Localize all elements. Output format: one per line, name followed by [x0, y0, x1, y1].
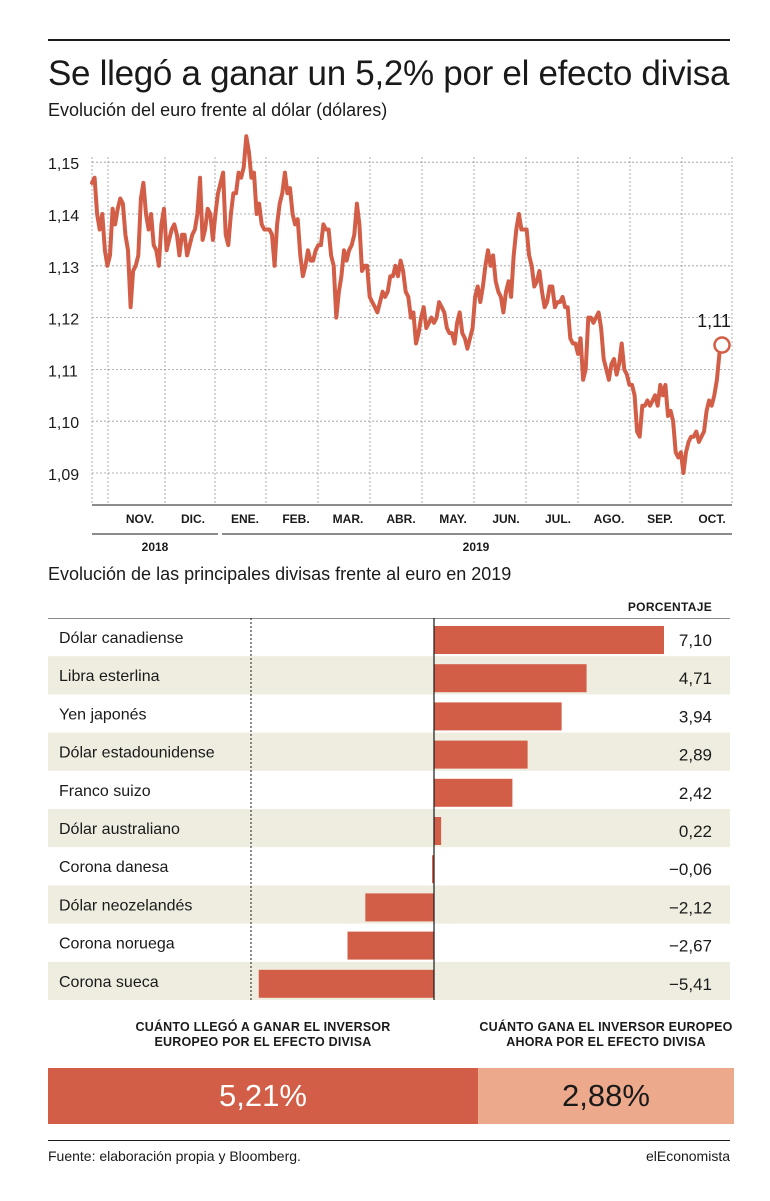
max-gain-label-line1: CUÁNTO LLEGÓ A GANAR EL INVERSOR	[135, 1020, 391, 1034]
currency-value-label: −0,06	[669, 860, 712, 879]
euro-dollar-line-chart: 1,09 1,10 1,11 1,12 1,13 1,14 1,15 NOV. DIC. ENE.…	[48, 134, 733, 554]
year-label-2018: 2018	[142, 540, 169, 554]
y-tick-label: 1,11	[48, 363, 78, 380]
currency-name: Corona danesa	[59, 859, 169, 876]
currency-value-label: 4,71	[679, 669, 712, 688]
end-value-marker	[713, 336, 731, 354]
month-label: ABR.	[386, 512, 415, 526]
currency-name: Dólar neozelandés	[59, 897, 192, 914]
month-label: JUN.	[492, 512, 519, 526]
currency-value-label: 7,10	[679, 631, 712, 650]
max-gain-value: 5,21%	[48, 1068, 478, 1124]
current-gain-label-line1: CUÁNTO GANA EL INVERSOR EUROPEO	[479, 1020, 733, 1034]
currency-value-label: 0,22	[679, 822, 712, 841]
row-band	[48, 732, 730, 771]
month-label: DIC.	[181, 512, 205, 526]
currency-name: Dólar australiano	[59, 821, 180, 838]
currency-name: Yen japonés	[59, 706, 147, 723]
currency-value-label: −2,12	[669, 898, 712, 917]
month-label: SEP.	[647, 512, 673, 526]
month-label: AGO.	[594, 512, 625, 526]
currency-bar	[434, 702, 562, 731]
page-title: Se llegó a ganar un 5,2% por el efecto d…	[48, 54, 730, 93]
month-label: MAY.	[439, 512, 467, 526]
currency-name: Dólar estadounidense	[59, 745, 215, 762]
bar-chart-title: Evolución de las principales divisas fre…	[48, 564, 512, 584]
end-value-label: 1,11	[697, 311, 731, 331]
currency-name: Franco suizo	[59, 783, 151, 800]
currency-value-label: −2,67	[669, 937, 712, 956]
euro-dollar-series-line	[90, 134, 724, 475]
y-tick-label: 1,09	[48, 467, 79, 484]
currency-bar	[365, 893, 434, 922]
footer-rule	[48, 1140, 730, 1141]
y-tick-label: 1,15	[48, 156, 79, 173]
currency-bar	[434, 626, 664, 654]
month-label: MAR.	[333, 512, 364, 526]
currency-value-label: 2,89	[679, 746, 712, 765]
currency-bar	[434, 817, 442, 845]
currency-bar	[432, 855, 434, 884]
currency-bar-chart: Dólar canadiense 7,10 Libra esterlina 4,71 Y…	[48, 618, 730, 1000]
currency-name: Dólar canadiense	[59, 630, 184, 647]
month-label: NOV.	[126, 512, 154, 526]
month-label: OCT.	[698, 512, 725, 526]
month-label: FEB.	[282, 512, 309, 526]
y-tick-label: 1,12	[48, 312, 79, 329]
currency-value-label: 3,94	[679, 707, 712, 726]
currency-name: Corona noruega	[59, 936, 175, 953]
currency-bar	[258, 969, 434, 998]
max-gain-label-line2: EUROPEO POR EL EFECTO DIVISA	[154, 1035, 372, 1049]
current-gain-label: CUÁNTO GANA EL INVERSOR EUROPEO AHORA PO…	[478, 1020, 734, 1050]
currency-value-label: 2,42	[679, 784, 712, 803]
month-label: JUL.	[545, 512, 571, 526]
y-tick-label: 1,10	[48, 415, 79, 432]
percentage-header: PORCENTAJE	[627, 600, 712, 614]
currency-bar	[434, 664, 587, 693]
y-tick-label: 1,13	[48, 260, 79, 277]
currency-bar	[434, 740, 528, 769]
currency-name: Corona sueca	[59, 974, 159, 991]
source-note: Fuente: elaboración propia y Bloomberg.	[48, 1148, 301, 1164]
month-label: ENE.	[231, 512, 259, 526]
currency-name: Libra esterlina	[59, 668, 160, 685]
top-rule	[48, 39, 730, 41]
line-chart-subtitle: Evolución del euro frente al dólar (dóla…	[48, 100, 388, 120]
currency-value-label: −5,41	[669, 975, 712, 994]
row-band	[48, 809, 730, 848]
y-tick-label: 1,14	[48, 208, 79, 225]
currency-bar	[434, 778, 513, 807]
max-gain-label: CUÁNTO LLEGÓ A GANAR EL INVERSOR EUROPEO…	[48, 1020, 478, 1050]
year-label-2019: 2019	[463, 540, 490, 554]
currency-bar	[347, 931, 434, 960]
row-band	[48, 656, 730, 695]
current-gain-label-line2: AHORA POR EL EFECTO DIVISA	[506, 1035, 706, 1049]
brand-logo-text: elEconomista	[645, 1148, 730, 1164]
current-gain-value: 2,88%	[478, 1068, 734, 1124]
